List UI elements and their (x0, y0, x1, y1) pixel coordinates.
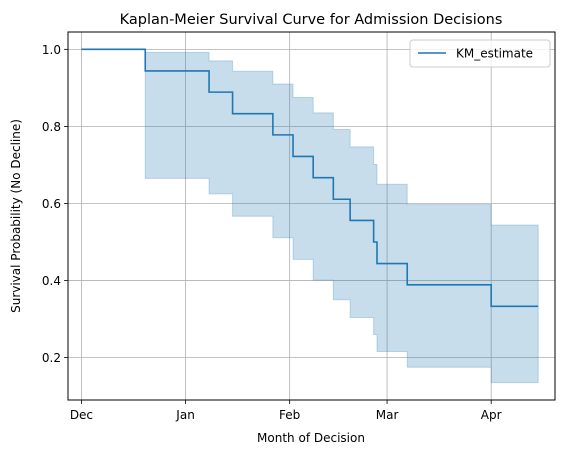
x-tick-label: Feb (279, 408, 300, 422)
chart-title: Kaplan-Meier Survival Curve for Admissio… (120, 12, 503, 28)
y-axis-ticks: 0.2 0.4 0.6 0.8 1.0 (42, 43, 68, 365)
y-tick-label: 0.2 (42, 351, 61, 365)
x-tick-label: Mar (376, 408, 399, 422)
legend: KM_estimate (409, 39, 551, 68)
series-lines (81, 48, 539, 308)
x-tick-label: Dec (70, 408, 93, 422)
y-tick-label: 1.0 (42, 43, 61, 57)
legend-label: KM_estimate (456, 47, 533, 61)
x-axis-label: Month of Decision (257, 431, 365, 445)
x-axis-ticks: Dec Jan Feb Mar Apr (70, 400, 502, 422)
x-tick-label: Apr (481, 408, 502, 422)
y-axis-label: Survival Probability (No Decline) (9, 119, 23, 313)
ci-band (81, 48, 539, 384)
y-tick-label: 0.8 (42, 120, 61, 134)
confidence-band (81, 48, 539, 384)
legend-box (409, 39, 551, 68)
km-step-line (81, 48, 539, 308)
y-tick-label: 0.6 (42, 197, 61, 211)
plot-frame (67, 31, 556, 401)
x-tick-label: Jan (175, 408, 195, 422)
y-tick-label: 0.4 (42, 274, 61, 288)
